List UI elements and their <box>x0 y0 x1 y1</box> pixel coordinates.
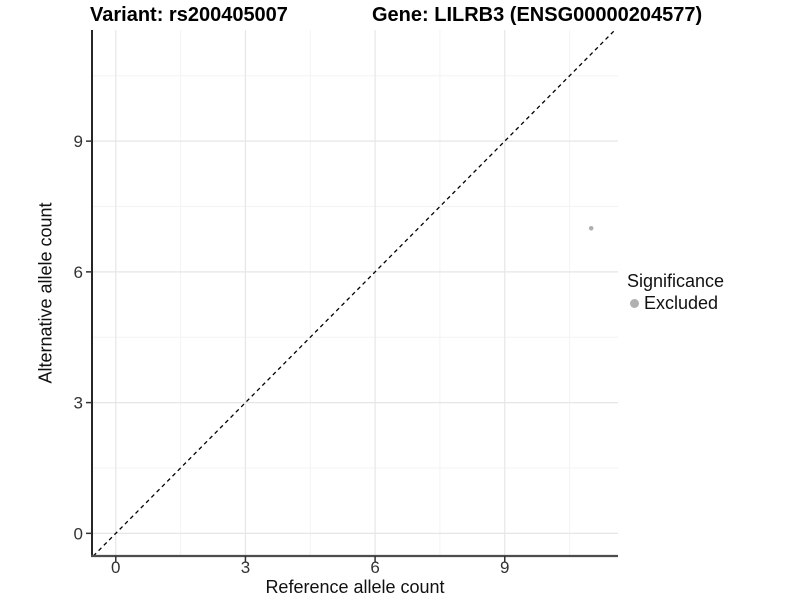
data-point <box>588 225 594 231</box>
plot-title-variant: Variant: rs200405007 <box>90 4 288 26</box>
legend: Significance Excluded <box>627 271 724 314</box>
y-tick-label: 6 <box>74 263 83 282</box>
legend-item-excluded: Excluded <box>627 293 724 314</box>
y-axis-title: Alternative allele count <box>35 202 56 384</box>
legend-point-icon <box>630 299 639 308</box>
x-tick-label: 3 <box>241 558 250 577</box>
x-tick-label: 9 <box>500 558 509 577</box>
y-tick-label: 0 <box>74 524 83 543</box>
x-tick-label: 0 <box>111 558 120 577</box>
y-tick-label: 9 <box>74 132 83 151</box>
identity-reference-line <box>92 29 616 557</box>
y-tick-label: 3 <box>74 394 83 413</box>
legend-item-label: Excluded <box>644 293 719 313</box>
x-tick-label: 6 <box>370 558 379 577</box>
legend-title: Significance <box>627 271 725 291</box>
plot-title-gene: Gene: LILRB3 (ENSG00000204577) <box>372 4 703 26</box>
x-axis-title: Reference allele count <box>265 577 445 597</box>
